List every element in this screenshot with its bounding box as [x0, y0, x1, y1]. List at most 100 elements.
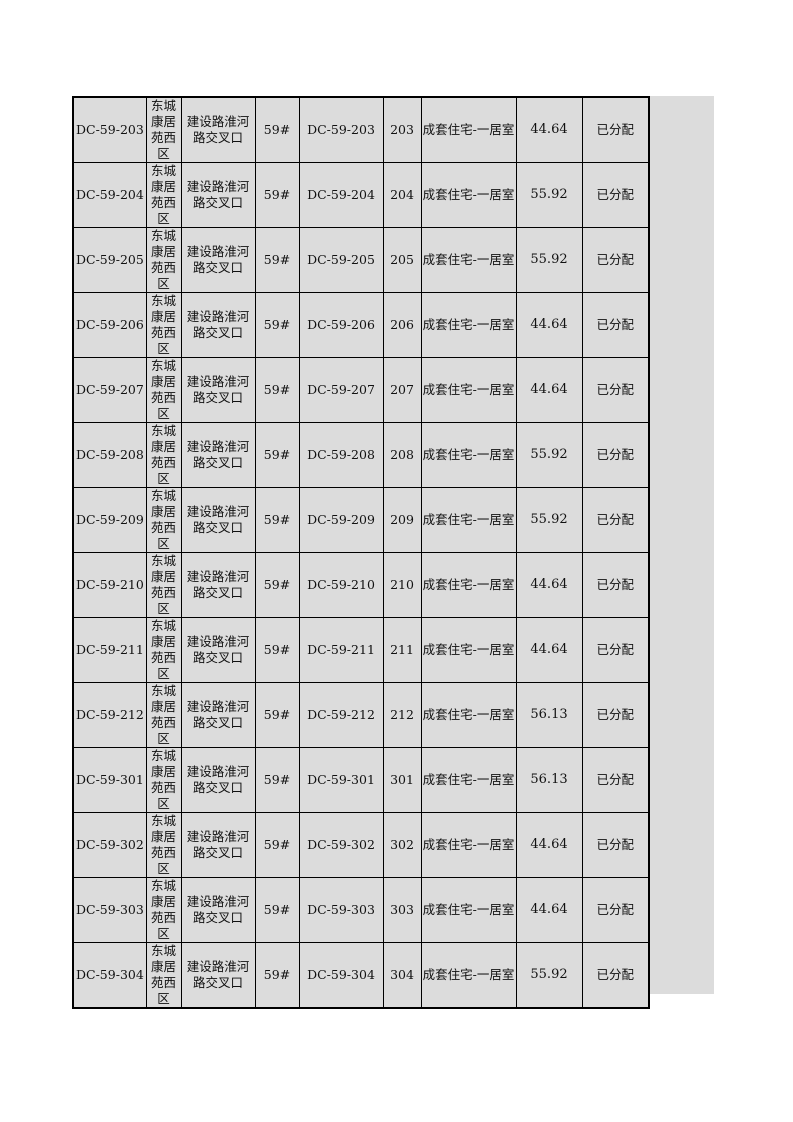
table-row: DC-59-210 东城康居苑西区 建设路淮河路交叉口 59# DC-59-210 210…	[72, 552, 650, 618]
area-cell: 55.92	[515, 487, 583, 553]
status-cell: 已分配	[581, 357, 650, 423]
location-cell: 建设路淮河路交叉口	[180, 877, 256, 943]
house-type-cell: 成套住宅-一居室	[420, 487, 517, 553]
house-type-cell: 成套住宅-一居室	[420, 552, 517, 618]
house-id-cell: DC-59-205	[72, 227, 147, 293]
table-row: DC-59-209 东城康居苑西区 建设路淮河路交叉口 59# DC-59-209 209…	[72, 487, 650, 553]
building-cell: 59#	[254, 812, 300, 878]
area-cell: 44.64	[515, 812, 583, 878]
status-cell: 已分配	[581, 96, 650, 163]
status-cell: 已分配	[581, 617, 650, 683]
table-row: DC-59-204 东城康居苑西区 建设路淮河路交叉口 59# DC-59-204 204…	[72, 162, 650, 228]
location-cell: 建设路淮河路交叉口	[180, 227, 256, 293]
area-cell: 55.92	[515, 942, 583, 1009]
status-cell: 已分配	[581, 292, 650, 358]
room-cell: 303	[382, 877, 422, 943]
table-row: DC-59-211 东城康居苑西区 建设路淮河路交叉口 59# DC-59-211 211…	[72, 617, 650, 683]
table-row: DC-59-304 东城康居苑西区 建设路淮河路交叉口 59# DC-59-304 304…	[72, 942, 650, 1009]
room-cell: 205	[382, 227, 422, 293]
house-id-cell: DC-59-212	[72, 682, 147, 748]
table-row: DC-59-203 东城康居苑西区 建设路淮河路交叉口 59# DC-59-203 203…	[72, 96, 650, 163]
room-cell: 302	[382, 812, 422, 878]
house-id-cell: DC-59-211	[72, 617, 147, 683]
room-cell: 301	[382, 747, 422, 813]
room-cell: 212	[382, 682, 422, 748]
room-cell: 203	[382, 96, 422, 163]
status-cell: 已分配	[581, 877, 650, 943]
community-cell: 东城康居苑西区	[145, 552, 182, 618]
area-cell: 44.64	[515, 617, 583, 683]
location-cell: 建设路淮河路交叉口	[180, 617, 256, 683]
community-cell: 东城康居苑西区	[145, 942, 182, 1009]
house-id-cell: DC-59-210	[72, 552, 147, 618]
location-cell: 建设路淮河路交叉口	[180, 747, 256, 813]
house-id-cell: DC-59-208	[72, 422, 147, 488]
unit-code-cell: DC-59-301	[298, 747, 384, 813]
house-id-cell: DC-59-304	[72, 942, 147, 1009]
building-cell: 59#	[254, 162, 300, 228]
community-cell: 东城康居苑西区	[145, 747, 182, 813]
status-cell: 已分配	[581, 422, 650, 488]
house-id-cell: DC-59-206	[72, 292, 147, 358]
table-row: DC-59-208 东城康居苑西区 建设路淮河路交叉口 59# DC-59-208 208…	[72, 422, 650, 488]
table-body: DC-59-203 东城康居苑西区 建设路淮河路交叉口 59# DC-59-203 203…	[72, 96, 650, 1009]
building-cell: 59#	[254, 942, 300, 1009]
community-cell: 东城康居苑西区	[145, 292, 182, 358]
house-type-cell: 成套住宅-一居室	[420, 877, 517, 943]
status-cell: 已分配	[581, 162, 650, 228]
community-cell: 东城康居苑西区	[145, 617, 182, 683]
status-cell: 已分配	[581, 942, 650, 1009]
location-cell: 建设路淮河路交叉口	[180, 812, 256, 878]
location-cell: 建设路淮河路交叉口	[180, 942, 256, 1009]
area-cell: 44.64	[515, 552, 583, 618]
unit-code-cell: DC-59-204	[298, 162, 384, 228]
area-cell: 44.64	[515, 357, 583, 423]
building-cell: 59#	[254, 96, 300, 163]
table-row: DC-59-302 东城康居苑西区 建设路淮河路交叉口 59# DC-59-302 302…	[72, 812, 650, 878]
house-type-cell: 成套住宅-一居室	[420, 942, 517, 1009]
gray-margin-strip	[648, 96, 714, 994]
location-cell: 建设路淮河路交叉口	[180, 682, 256, 748]
unit-code-cell: DC-59-211	[298, 617, 384, 683]
room-cell: 208	[382, 422, 422, 488]
room-cell: 206	[382, 292, 422, 358]
area-cell: 55.92	[515, 422, 583, 488]
area-cell: 44.64	[515, 96, 583, 163]
area-cell: 56.13	[515, 682, 583, 748]
unit-code-cell: DC-59-210	[298, 552, 384, 618]
area-cell: 44.64	[515, 877, 583, 943]
house-id-cell: DC-59-204	[72, 162, 147, 228]
status-cell: 已分配	[581, 682, 650, 748]
table-row: DC-59-207 东城康居苑西区 建设路淮河路交叉口 59# DC-59-207 207…	[72, 357, 650, 423]
community-cell: 东城康居苑西区	[145, 487, 182, 553]
status-cell: 已分配	[581, 487, 650, 553]
house-id-cell: DC-59-207	[72, 357, 147, 423]
house-id-cell: DC-59-203	[72, 96, 147, 163]
house-type-cell: 成套住宅-一居室	[420, 422, 517, 488]
unit-code-cell: DC-59-205	[298, 227, 384, 293]
house-type-cell: 成套住宅-一居室	[420, 96, 517, 163]
community-cell: 东城康居苑西区	[145, 357, 182, 423]
unit-code-cell: DC-59-304	[298, 942, 384, 1009]
community-cell: 东城康居苑西区	[145, 682, 182, 748]
table-row: DC-59-205 东城康居苑西区 建设路淮河路交叉口 59# DC-59-205 205…	[72, 227, 650, 293]
building-cell: 59#	[254, 422, 300, 488]
community-cell: 东城康居苑西区	[145, 227, 182, 293]
area-cell: 44.64	[515, 292, 583, 358]
house-id-cell: DC-59-303	[72, 877, 147, 943]
house-type-cell: 成套住宅-一居室	[420, 292, 517, 358]
area-cell: 55.92	[515, 227, 583, 293]
unit-code-cell: DC-59-303	[298, 877, 384, 943]
house-id-cell: DC-59-301	[72, 747, 147, 813]
house-type-cell: 成套住宅-一居室	[420, 617, 517, 683]
unit-code-cell: DC-59-208	[298, 422, 384, 488]
status-cell: 已分配	[581, 227, 650, 293]
unit-code-cell: DC-59-212	[298, 682, 384, 748]
house-id-cell: DC-59-209	[72, 487, 147, 553]
unit-code-cell: DC-59-203	[298, 96, 384, 163]
room-cell: 304	[382, 942, 422, 1009]
location-cell: 建设路淮河路交叉口	[180, 162, 256, 228]
room-cell: 209	[382, 487, 422, 553]
table-row: DC-59-303 东城康居苑西区 建设路淮河路交叉口 59# DC-59-303 303…	[72, 877, 650, 943]
community-cell: 东城康居苑西区	[145, 96, 182, 163]
